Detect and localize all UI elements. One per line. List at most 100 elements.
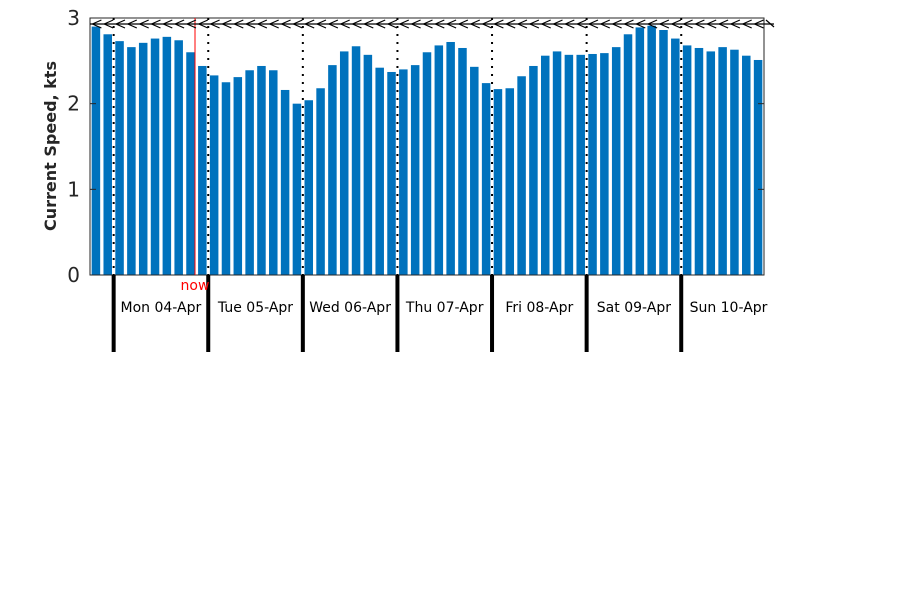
- direction-arrow-11: [222, 19, 232, 29]
- bar-15: [269, 70, 278, 275]
- bar-49: [671, 38, 680, 276]
- overlays-group: [90, 18, 775, 352]
- direction-arrow-20: [328, 19, 339, 29]
- bar-14: [257, 65, 266, 275]
- bar-27: [410, 65, 420, 276]
- bar-29: [434, 45, 444, 275]
- bar-30: [446, 41, 455, 275]
- day-label-4: Fri 08-Apr: [505, 300, 573, 316]
- day-label-1: Tue 05-Apr: [217, 300, 293, 316]
- bar-44: [611, 47, 621, 275]
- bar-9: [198, 65, 207, 275]
- direction-arrow-34: [494, 19, 504, 29]
- direction-arrow-39: [553, 19, 563, 29]
- bar-24: [375, 67, 384, 275]
- direction-arrow-21: [340, 19, 350, 29]
- day-label-0: Mon 04-Apr: [121, 300, 202, 316]
- bar-22: [351, 46, 361, 275]
- bar-45: [623, 34, 633, 275]
- bar-3: [127, 47, 136, 275]
- bars-group: [91, 25, 763, 276]
- direction-arrow-4: [139, 19, 149, 29]
- bar-32: [470, 66, 479, 275]
- bar-50: [682, 45, 692, 275]
- bar-34: [493, 89, 503, 275]
- direction-arrow-52: [706, 19, 717, 29]
- axes-group: [89, 17, 765, 276]
- bar-5: [150, 38, 160, 276]
- bar-54: [730, 49, 739, 276]
- y-tick-label-2: 2: [67, 92, 80, 116]
- direction-arrow-50: [683, 19, 693, 29]
- y-tick-label-3: 3: [67, 6, 80, 30]
- day-label-5: Sat 09-Apr: [597, 300, 671, 316]
- bar-36: [517, 76, 526, 275]
- direction-arrow-22: [352, 19, 362, 29]
- bar-46: [635, 27, 645, 276]
- bar-47: [647, 25, 656, 276]
- bar-43: [600, 53, 609, 276]
- bar-16: [280, 89, 290, 276]
- direction-arrow-36: [517, 19, 528, 29]
- direction-arrow-45: [624, 19, 634, 29]
- bar-8: [186, 52, 195, 275]
- bar-10: [209, 75, 219, 276]
- direction-arrow-44: [612, 19, 622, 29]
- direction-arrow-49: [671, 19, 682, 29]
- bar-56: [753, 59, 763, 276]
- y-axis-label: Current Speed, kts: [41, 61, 60, 231]
- bar-33: [481, 83, 491, 275]
- y-tick-label-1: 1: [67, 177, 80, 201]
- direction-arrow-19: [316, 19, 327, 29]
- bar-17: [292, 103, 302, 275]
- bar-55: [742, 55, 751, 275]
- direction-arrow-27: [411, 19, 421, 29]
- direction-arrow-25: [387, 19, 398, 29]
- bar-12: [233, 77, 243, 275]
- bar-41: [576, 54, 585, 276]
- bar-25: [387, 71, 396, 275]
- direction-arrow-23: [364, 19, 374, 29]
- direction-arrow-tail: [765, 19, 775, 28]
- direction-arrow-54: [730, 19, 741, 29]
- direction-arrow-7: [174, 19, 185, 29]
- direction-arrow-46: [636, 19, 646, 29]
- bar-18: [304, 100, 314, 276]
- day-label-6: Sun 10-Apr: [690, 300, 768, 316]
- direction-arrow-10: [210, 19, 220, 29]
- bar-37: [529, 65, 538, 275]
- day-label-2: Wed 06-Apr: [309, 300, 391, 316]
- direction-arrow-1: [103, 19, 114, 29]
- direction-arrow-28: [423, 19, 433, 29]
- direction-arrow-26: [399, 19, 410, 29]
- bar-2: [115, 41, 124, 275]
- direction-arrow-38: [541, 19, 551, 29]
- direction-arrow-12: [234, 19, 244, 29]
- direction-arrow-5: [151, 19, 161, 29]
- direction-arrow-47: [647, 19, 658, 29]
- axes-box: [89, 17, 765, 276]
- bar-0: [91, 26, 101, 275]
- direction-arrow-30: [446, 19, 457, 29]
- direction-arrow-15: [269, 19, 279, 29]
- now-label: now: [181, 278, 210, 294]
- day-label-3: Thu 07-Apr: [405, 300, 484, 316]
- bar-21: [339, 51, 349, 275]
- bar-48: [659, 29, 668, 275]
- direction-arrow-8: [186, 19, 197, 29]
- bar-31: [458, 47, 467, 276]
- bar-35: [505, 88, 515, 275]
- bar-20: [328, 65, 337, 276]
- direction-arrow-13: [245, 19, 256, 29]
- bar-1: [103, 34, 112, 275]
- direction-arrow-55: [742, 19, 752, 29]
- bar-11: [221, 82, 231, 275]
- bar-19: [316, 88, 325, 275]
- bar-23: [363, 54, 373, 276]
- bar-42: [588, 53, 597, 276]
- y-tick-label-0: 0: [67, 263, 80, 287]
- direction-arrow-32: [470, 19, 481, 29]
- direction-arrow-41: [576, 19, 587, 29]
